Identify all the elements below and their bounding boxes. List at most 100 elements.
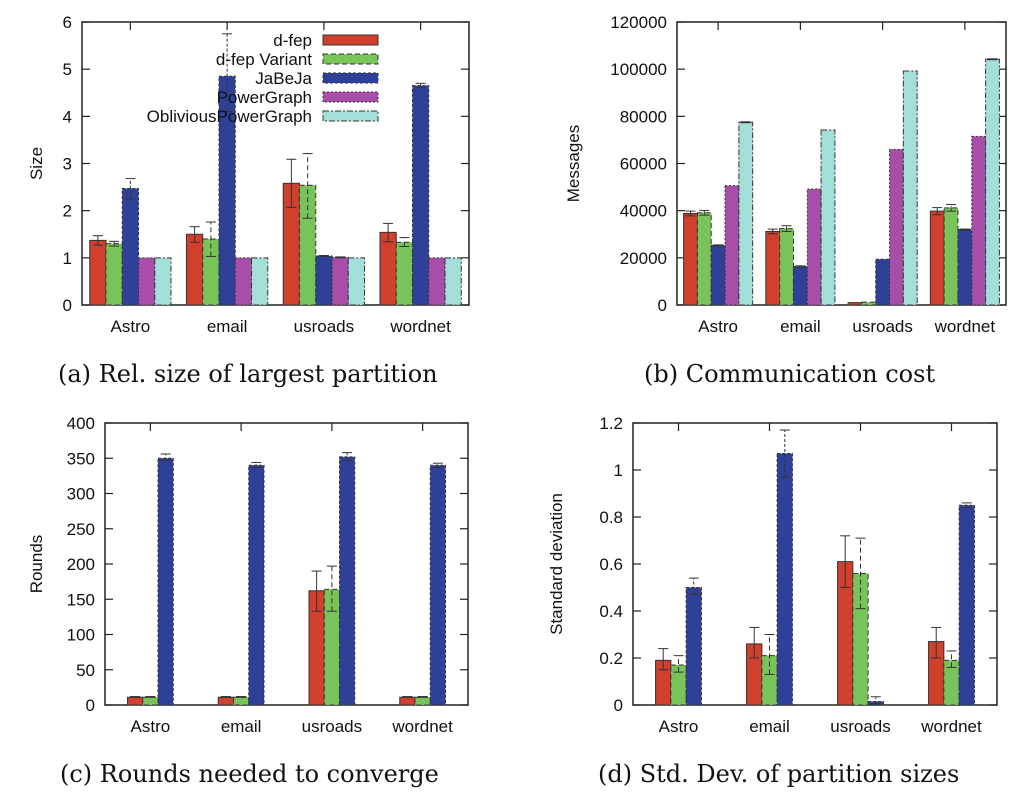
bar-obliviouspowergraph <box>902 70 918 306</box>
y-tick-label: 400 <box>67 414 95 433</box>
bar-powergraph <box>138 257 156 306</box>
y-tick-label: 250 <box>67 520 95 539</box>
x-tick-label: wordnet <box>920 717 982 736</box>
x-tick-label: Astro <box>659 717 699 736</box>
bar-jabeja <box>776 453 793 706</box>
y-axis-label: Size <box>27 147 46 180</box>
x-tick-label: email <box>780 317 821 336</box>
bar-d-fep <box>89 239 107 306</box>
chart-a: 0 1 2 3 4 5 6 Size Astro email usroads wordnet d-fep… <box>27 13 470 336</box>
bar-d-fep-variant <box>395 241 413 306</box>
bar-d-fep <box>929 210 945 306</box>
y-tick-label: 4 <box>63 107 72 126</box>
bar-d-fep-variant <box>943 207 959 306</box>
bar-jabeja <box>248 464 265 706</box>
y-tick-label: 20000 <box>620 249 667 268</box>
bar-d-fep <box>127 696 144 706</box>
bar-jabeja <box>685 587 702 706</box>
y-axis-label: Standard deviation <box>547 493 566 635</box>
x-tick-label: Astro <box>131 717 171 736</box>
y-tick-label: 0 <box>614 696 623 715</box>
x-tick-label: usroads <box>302 717 362 736</box>
bar-obliviouspowergraph <box>985 58 1000 306</box>
caption-b: (b) Communication cost <box>644 360 936 388</box>
bar-d-fep-variant <box>202 238 220 306</box>
bar-d-fep <box>379 231 397 306</box>
x-tick-label: Astro <box>698 317 738 336</box>
bar-powergraph <box>889 148 904 306</box>
bar-jabeja <box>411 85 430 306</box>
bar-powergraph <box>724 185 740 306</box>
x-tick-label: usroads <box>294 317 354 336</box>
bar-d-fep-variant <box>414 696 431 706</box>
y-tick-label: 1 <box>63 249 72 268</box>
legend-label: ObliviousPowerGraph <box>147 107 312 126</box>
bar-obliviouspowergraph <box>444 257 462 306</box>
x-tick-label: usroads <box>852 317 912 336</box>
x-tick-label: Astro <box>111 317 151 336</box>
y-tick-label: 80000 <box>620 107 667 126</box>
bar-d-fep <box>399 696 416 706</box>
y-tick-label: 3 <box>63 155 72 174</box>
legend-label: d-fep <box>273 31 312 50</box>
y-tick-label: 5 <box>63 60 72 79</box>
x-tick-label: wordnet <box>934 317 996 336</box>
y-tick-label: 0.4 <box>599 602 623 621</box>
caption-d: (d) Std. Dev. of partition sizes <box>598 760 960 788</box>
bar-obliviouspowergraph <box>820 129 836 306</box>
bar-powergraph <box>428 257 446 306</box>
legend-swatch <box>322 53 379 65</box>
x-tick-label: usroads <box>830 717 890 736</box>
bar-d-fep-variant <box>761 655 778 706</box>
x-tick-label: wordnet <box>389 317 451 336</box>
y-tick-label: 120000 <box>610 13 667 32</box>
bar-obliviouspowergraph <box>154 257 172 306</box>
chart-d: 0 0.2 0.4 0.6 0.8 1 1.2 Standard deviation Astro… <box>547 414 998 736</box>
y-axis-label: Messages <box>564 125 583 202</box>
bar-powergraph <box>234 257 253 306</box>
bar-jabeja <box>792 266 808 306</box>
y-tick-label: 60000 <box>620 155 667 174</box>
y-axis-label: Rounds <box>27 535 46 594</box>
y-tick-label: 0 <box>63 296 72 315</box>
bar-d-fep-variant <box>779 228 794 306</box>
bar-jabeja <box>315 255 333 306</box>
bar-jabeja <box>338 456 356 706</box>
bar-jabeja <box>121 187 140 306</box>
bar-d-fep-variant <box>696 212 712 306</box>
x-tick-label: email <box>749 717 790 736</box>
bar-jabeja <box>429 464 446 706</box>
legend-label: PowerGraph <box>217 88 312 107</box>
y-tick-label: 300 <box>67 485 95 504</box>
bar-jabeja <box>710 244 726 306</box>
y-tick-label: 200 <box>67 555 95 574</box>
bar-obliviouspowergraph <box>738 121 754 306</box>
y-tick-label: 150 <box>67 590 95 609</box>
x-tick-label: email <box>207 317 248 336</box>
bar-jabeja <box>157 457 174 706</box>
bar-d-fep-variant <box>142 696 159 706</box>
bar-jabeja <box>875 258 891 306</box>
caption-c: (c) Rounds needed to converge <box>60 760 439 788</box>
bar-d-fep-variant <box>233 696 250 706</box>
bar-d-fep-variant <box>852 572 869 706</box>
bar-powergraph <box>971 135 987 306</box>
x-tick-label: email <box>221 717 262 736</box>
y-tick-label: 100 <box>67 626 95 645</box>
bar-d-fep <box>847 302 863 306</box>
bar-jabeja <box>218 75 236 306</box>
bar-d-fep-variant <box>298 184 317 306</box>
bar-d-fep-variant <box>105 243 123 306</box>
bar-d-fep <box>185 233 204 306</box>
y-tick-label: 40000 <box>620 202 667 221</box>
bar-d-fep <box>765 230 781 306</box>
bar-d-fep <box>217 696 235 706</box>
bar-jabeja <box>957 229 973 306</box>
bar-obliviouspowergraph <box>251 257 269 306</box>
y-tick-label: 1.2 <box>599 414 623 433</box>
x-tick-label: wordnet <box>391 717 453 736</box>
legend-swatch <box>322 110 379 122</box>
caption-a: (a) Rel. size of largest partition <box>58 360 438 388</box>
bar-obliviouspowergraph <box>347 257 366 306</box>
